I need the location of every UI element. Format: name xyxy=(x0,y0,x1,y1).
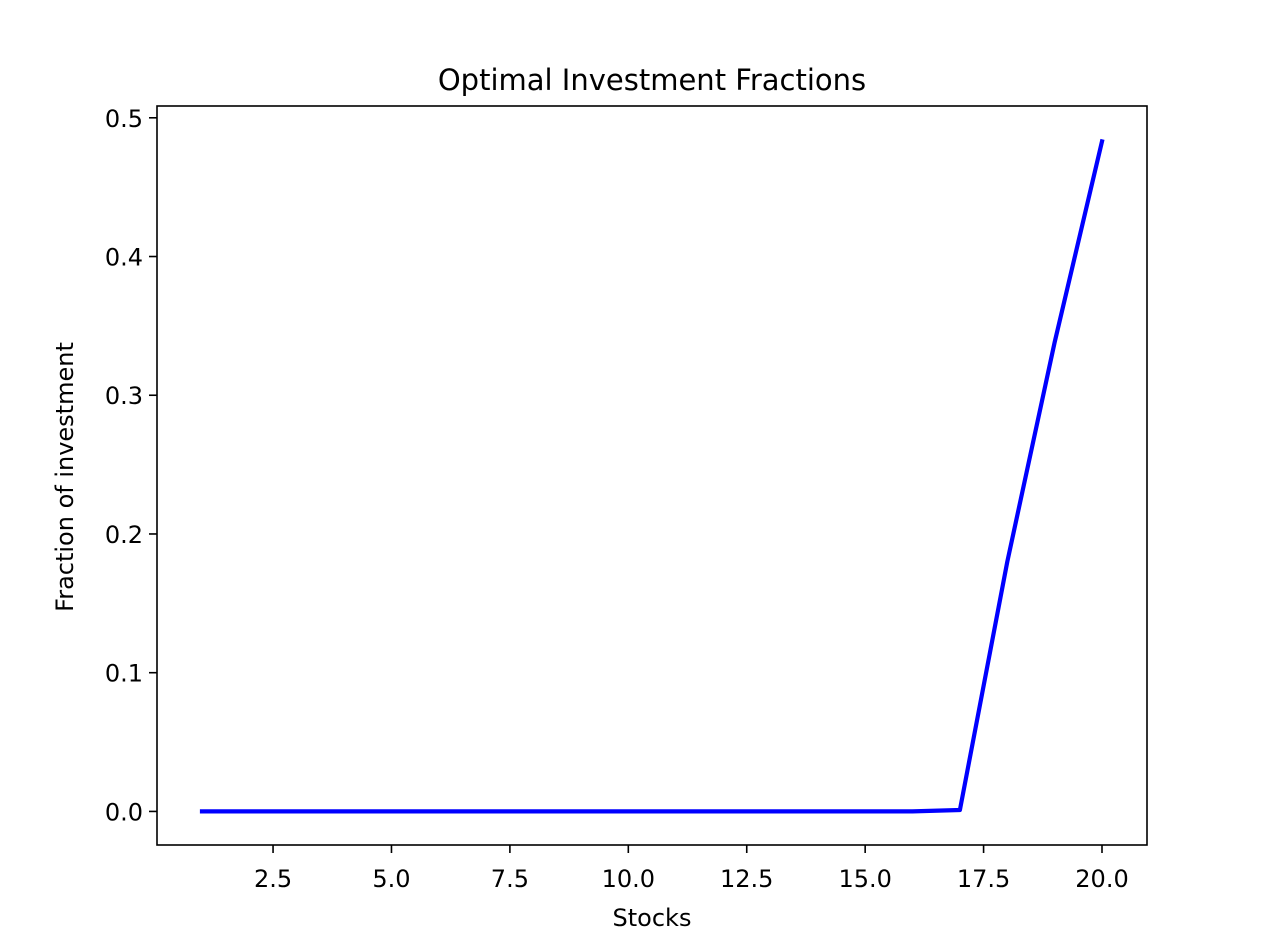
x-tick-label: 10.0 xyxy=(602,865,655,893)
x-tick-label: 17.5 xyxy=(957,865,1010,893)
x-axis-ticks: 2.5 5.0 7.5 10.0 12.5 15.0 17.5 20.0 xyxy=(254,845,1129,893)
y-tick-label: 0.5 xyxy=(105,105,143,133)
y-tick-label: 0.4 xyxy=(105,244,143,272)
plot-area xyxy=(199,138,1105,814)
y-axis-label: Fraction of investment xyxy=(51,342,79,612)
y-axis-ticks: 0.0 0.1 0.2 0.3 0.4 0.5 xyxy=(105,105,157,826)
y-tick-label: 0.0 xyxy=(105,798,143,826)
y-tick-label: 0.1 xyxy=(105,660,143,688)
x-tick-label: 2.5 xyxy=(254,865,292,893)
x-tick-label: 20.0 xyxy=(1075,865,1128,893)
y-tick-label: 0.2 xyxy=(105,521,143,549)
x-tick-label: 5.0 xyxy=(372,865,410,893)
series-line-0 xyxy=(199,138,1105,814)
x-axis-label: Stocks xyxy=(613,904,692,932)
plot-frame xyxy=(156,105,1148,846)
x-tick-label: 7.5 xyxy=(491,865,529,893)
x-tick-label: 12.5 xyxy=(720,865,773,893)
x-tick-label: 15.0 xyxy=(838,865,891,893)
chart-title: Optimal Investment Fractions xyxy=(438,63,866,97)
y-tick-label: 0.3 xyxy=(105,382,143,410)
